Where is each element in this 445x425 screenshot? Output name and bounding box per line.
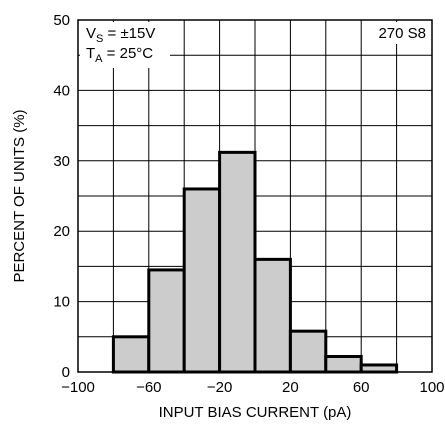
histogram-bar	[111, 335, 151, 374]
histogram-bar	[288, 329, 328, 374]
x-tick-label: 20	[282, 379, 299, 396]
y-tick-label: 10	[53, 294, 70, 311]
annotation-figure-code: 270 S8	[378, 25, 426, 42]
x-tick-label: −60	[136, 379, 161, 396]
annotation-supply-voltage: VS = ±15V	[86, 25, 155, 45]
x-tick-label: 100	[419, 379, 444, 396]
annotation-ambient-temperature: TA = 25°C	[86, 45, 153, 65]
x-tick-label: −100	[61, 379, 95, 396]
annotation-background-code	[364, 22, 430, 44]
y-tick-label: 20	[53, 223, 70, 240]
y-tick-label: 40	[53, 82, 70, 99]
histogram-bar	[253, 257, 292, 374]
histogram-bar	[324, 355, 363, 374]
histogram-bars	[111, 150, 399, 374]
x-tick-label: 60	[353, 379, 370, 396]
y-axis-title: PERCENT OF UNITS (%)	[11, 109, 28, 282]
histogram-bar	[359, 363, 399, 374]
histogram-bar	[218, 150, 257, 374]
y-tick-label: 0	[62, 364, 70, 381]
histogram-bar	[147, 268, 186, 374]
plot-frame	[77, 19, 433, 373]
y-tick-label: 30	[53, 153, 70, 170]
y-tick-label: 50	[53, 12, 70, 29]
histogram-bar	[182, 187, 222, 374]
annotation-background-conditions	[80, 22, 170, 68]
tick-labels: −100 −60 −20 20 60 100 0 10 20 30 40 50	[53, 12, 444, 396]
x-axis-title: INPUT BIAS CURRENT (pA)	[159, 404, 352, 421]
x-tick-label: −20	[207, 379, 232, 396]
